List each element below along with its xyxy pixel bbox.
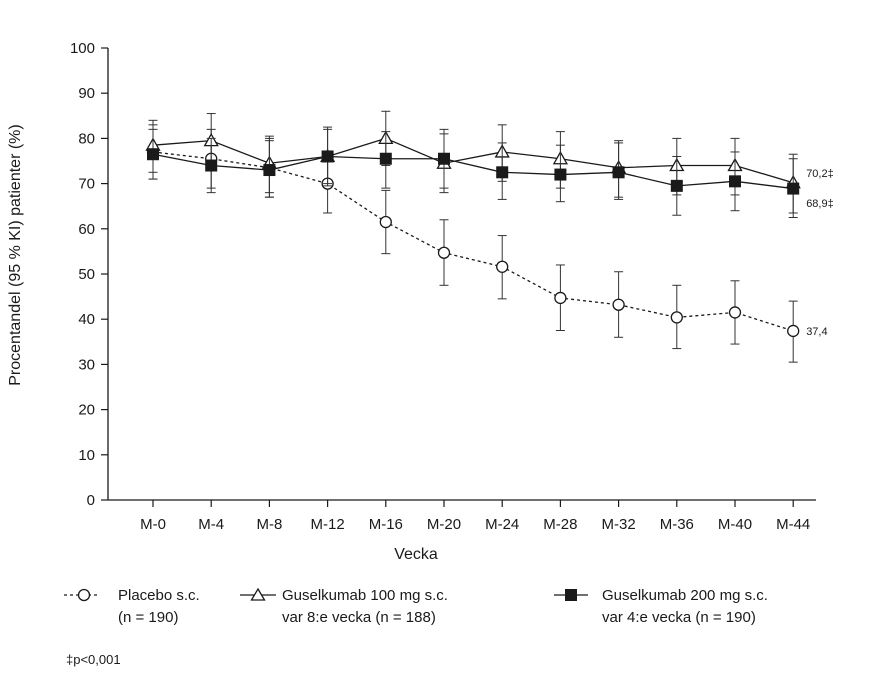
footnote: ‡p<0,001	[66, 652, 121, 667]
data-point	[612, 298, 625, 311]
data-point	[496, 166, 509, 179]
x-tick-label: M-40	[718, 516, 752, 533]
legend-100mg-label: Guselkumab 100 mg s.c.	[282, 587, 448, 604]
data-point	[554, 291, 567, 305]
y-tick-label: 100	[70, 40, 95, 57]
x-axis-title: Vecka	[394, 546, 438, 563]
series-layer: 37,4 70,2‡ 68,9‡	[145, 110, 834, 363]
y-tick-label: 70	[78, 176, 95, 193]
data-point	[205, 159, 218, 172]
data-point	[147, 148, 159, 161]
y-tick-label: 80	[78, 130, 95, 147]
y-tick-label: 40	[78, 311, 95, 328]
data-point	[728, 306, 742, 319]
x-tick-label: M-20	[427, 516, 461, 533]
data-point	[554, 168, 567, 181]
y-tick-label: 30	[78, 356, 95, 373]
x-tick-label: M-12	[311, 516, 345, 533]
axes: 0 10 20 30 40 50 60 70 80 90 100 M-0 M-4 M-8 M-12 M-16 M…	[70, 40, 816, 533]
end-value-label-2: 68,9‡	[806, 198, 834, 210]
x-tick-label: M-4	[198, 516, 224, 533]
legend-placebo-label: Placebo s.c.	[118, 587, 200, 604]
x-tick-label: M-28	[543, 516, 577, 533]
series-2	[147, 126, 800, 218]
series-line	[152, 153, 794, 190]
x-tick-label: M-24	[485, 516, 519, 533]
x-tick-label: M-0	[140, 516, 166, 533]
legend: Placebo s.c. (n = 190) Guselkumab 100 mg…	[64, 587, 768, 626]
data-point	[321, 150, 334, 163]
data-point	[612, 166, 625, 179]
y-axis-title: Procentandel (95 % KI) patienter (%)	[7, 124, 24, 385]
end-value-label-0: 37,4	[806, 326, 827, 338]
x-tick-label: M-8	[256, 516, 282, 533]
legend-placebo-n: (n = 190)	[118, 609, 178, 626]
data-point	[379, 152, 392, 165]
series-0	[146, 124, 800, 363]
x-tick-label: M-32	[602, 516, 636, 533]
y-tick-label: 0	[87, 492, 95, 509]
x-tick-label: M-16	[369, 516, 403, 533]
legend-200mg-label: Guselkumab 200 mg s.c.	[602, 587, 768, 604]
end-value-label-1: 70,2‡	[806, 168, 834, 180]
data-point	[670, 311, 683, 324]
data-point	[729, 175, 741, 188]
y-tick-label: 50	[78, 266, 95, 283]
data-point	[670, 179, 683, 192]
data-point	[496, 260, 509, 273]
y-tick-label: 90	[78, 85, 95, 102]
series-line	[152, 151, 794, 332]
x-tick-label: M-44	[776, 516, 810, 533]
legend-200mg-marker	[565, 589, 577, 601]
data-point	[263, 164, 276, 177]
legend-200mg-n: var 4:e vecka (n = 190)	[602, 609, 756, 626]
y-tick-label: 10	[78, 447, 95, 464]
data-point	[437, 246, 451, 259]
legend-100mg-n: var 8:e vecka (n = 188)	[282, 609, 436, 626]
y-tick-label: 60	[78, 221, 95, 238]
y-tick-label: 20	[78, 402, 95, 419]
series-1	[145, 110, 801, 214]
x-tick-label: M-36	[660, 516, 694, 533]
data-point	[787, 182, 800, 195]
data-point	[787, 324, 800, 338]
data-point	[438, 152, 450, 165]
series-line	[152, 137, 794, 184]
data-point	[379, 215, 392, 229]
legend-100mg-marker	[250, 587, 266, 601]
legend-placebo-marker	[77, 588, 91, 602]
